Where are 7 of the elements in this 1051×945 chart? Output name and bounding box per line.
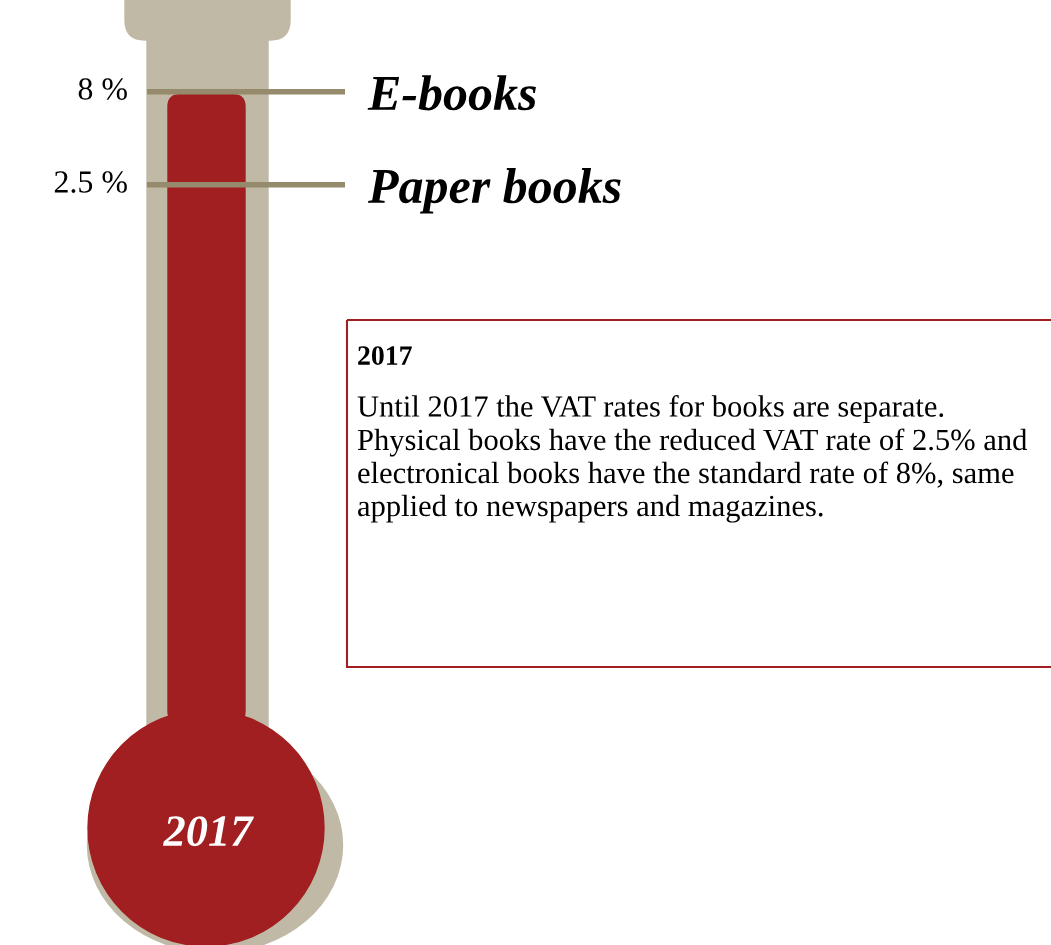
text: 2017 [358,346,412,365]
data-label: 2.5 % [54,171,127,193]
category-label: Paper books [367,168,621,214]
data-label: 8 % [78,78,127,100]
text: 2017 [163,816,254,847]
category-label: E-books [367,75,536,111]
text: Until 2017 the VAT rates for books are separate. Physical books have the reduced VAT rate of 2.5% and electronical books have the standard rate of 8%, same applied to newspapers and magazines. [357,395,1028,523]
